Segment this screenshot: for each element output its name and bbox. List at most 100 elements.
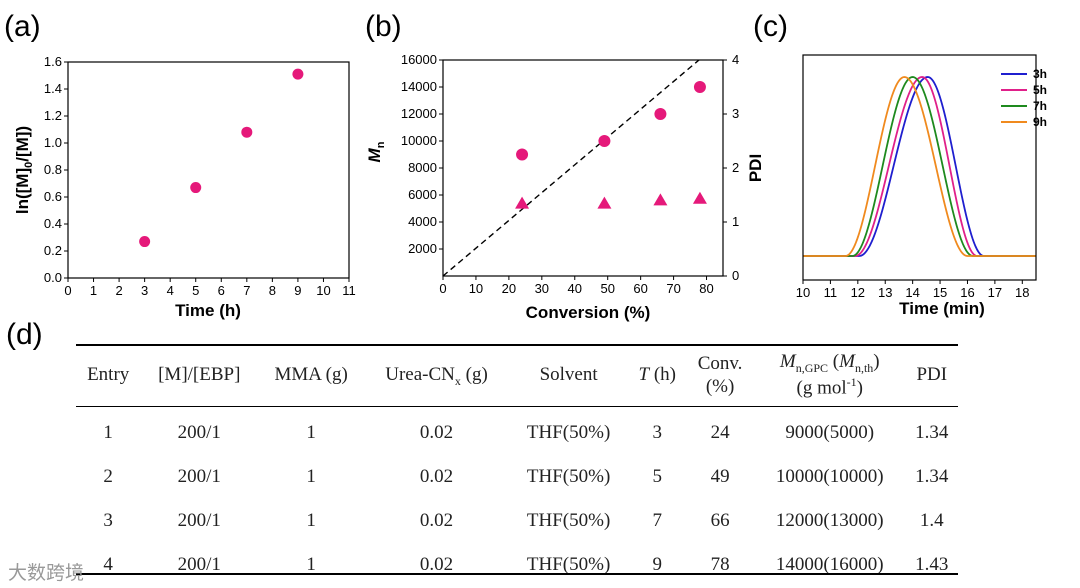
chart-c-frame [802, 54, 1037, 281]
panel-label-d: (d) [6, 318, 43, 351]
header-t: T (h) [628, 345, 687, 408]
chart-b-xtick-label: 30 [535, 281, 549, 296]
cell-solvent: THF(50%) [526, 466, 611, 488]
chart-a-ytick-label: 0.4 [44, 216, 62, 231]
panel-label-c: (c) [753, 10, 788, 43]
chart-b-xtick-label: 40 [568, 281, 582, 296]
results-table: Entry [M]/[EBP] MMA (g) Urea-CNx (g) Sol… [76, 345, 958, 587]
chart-c-xtick-label: 14 [905, 285, 919, 300]
chart-b-ytick-label: 14000 [401, 79, 437, 94]
chart-c: 10 11 12 13 14 15 16 17 18 3h 5h 7h 9h Time (min) [796, 54, 1047, 318]
cell-urea: 0.02 [419, 554, 454, 576]
chart-a-point [190, 182, 202, 194]
chart-b-xtick-label: 0 [439, 281, 446, 296]
chart-c-xtick-label: 13 [878, 285, 892, 300]
chart-c-xtick-label: 10 [796, 285, 810, 300]
chart-a-point [241, 126, 253, 138]
chart-a-xtick-label: 9 [294, 283, 301, 298]
chart-b-ytick-label: 6000 [408, 187, 437, 202]
chart-a-ytick-label: 1.6 [44, 54, 62, 69]
chart-a-frame [67, 61, 350, 279]
chart-b-pdi-point [515, 196, 530, 209]
chart-a-xtick-label: 8 [269, 283, 276, 298]
chart-b-y2tick-label: 0 [732, 268, 739, 283]
chart-a-ytick-label: 0.6 [44, 189, 62, 204]
chart-c-xtick-label: 12 [851, 285, 865, 300]
chart-b-y2tick-label: 2 [732, 160, 739, 175]
cell-t: 5 [652, 466, 662, 488]
chart-b-frame [442, 59, 724, 277]
chart-b-xtick-label: 20 [502, 281, 516, 296]
chart-c-xlabel: Time (min) [899, 299, 985, 318]
cell-solvent: THF(50%) [526, 510, 611, 532]
chart-b-ytick-label: 16000 [401, 52, 437, 67]
chart-b-xtick-label: 70 [666, 281, 680, 296]
cell-ratio: 200/1 [177, 466, 221, 488]
chart-b-theory-line [442, 59, 700, 277]
chart-a-xtick-label: 6 [218, 283, 225, 298]
chart-c-legend-label: 7h [1033, 99, 1047, 113]
chart-b-ytick-label: 8000 [408, 160, 437, 175]
chart-c-xtick-label: 11 [824, 285, 838, 300]
cell-ratio: 200/1 [177, 422, 221, 444]
chart-b-mn-point [516, 148, 529, 161]
panel-label-b: (b) [365, 10, 402, 43]
chart-a-ytick-label: 0.2 [44, 243, 62, 258]
chart-b-xtick-label: 50 [600, 281, 614, 296]
header-pdi: PDI [905, 345, 958, 408]
cell-mn: 9000(5000) [785, 422, 875, 444]
watermark: 大数跨境 [8, 562, 85, 584]
cell-entry: 1 [103, 422, 113, 444]
chart-b-xtick-label: 10 [469, 281, 483, 296]
chart-a-ytick-label: 0.0 [44, 270, 62, 285]
cell-ratio: 200/1 [177, 554, 221, 576]
cell-entry: 3 [103, 510, 113, 532]
chart-b-xtick-label: 60 [633, 281, 647, 296]
cell-pdi: 1.43 [915, 554, 949, 576]
chart-c-trace-9h [803, 76, 1036, 257]
chart-a-xlabel: Time (h) [175, 301, 241, 320]
header-mn: Mn,GPC (Mn,th) (g mol-1) [753, 345, 906, 408]
cell-pdi: 1.4 [919, 510, 944, 532]
chart-c-xtick-label: 16 [960, 285, 974, 300]
cell-mn: 10000(10000) [775, 466, 884, 488]
chart-b: 0 10 20 30 40 50 60 70 8020004000600080001000012… [365, 52, 765, 322]
cell-mn: 12000(13000) [775, 510, 884, 532]
cell-t: 9 [652, 554, 662, 576]
chart-a-xtick-label: 1 [90, 283, 97, 298]
chart-b-y2tick-label: 1 [732, 214, 739, 229]
cell-conv: 49 [710, 466, 730, 488]
chart-b-ytick-label: 10000 [401, 133, 437, 148]
chart-b-y2label: PDI [746, 154, 765, 182]
chart-a-point [292, 68, 304, 80]
chart-a-xtick-label: 0 [64, 283, 71, 298]
chart-a-xtick-label: 3 [141, 283, 148, 298]
chart-b-y2tick-label: 3 [732, 106, 739, 121]
chart-b-pdi-point [597, 196, 612, 209]
cell-mma: 1 [306, 554, 316, 576]
cell-urea: 0.02 [419, 466, 454, 488]
chart-b-xlabel: Conversion (%) [526, 303, 651, 322]
cell-entry: 2 [103, 466, 113, 488]
chart-a: 0 1 2 3 4 5 6 7 8 9 10 11 0.0 0.2 0.4 0.6 0.8 1.0 1.2 1.4 1.… [13, 54, 356, 320]
chart-a-xtick-label: 4 [167, 283, 174, 298]
chart-b-mn-point [598, 135, 611, 147]
table-row: 1 200/1 1 0.02 THF(50%) 3 24 9000(5000) 1.34 [76, 407, 958, 456]
cell-t: 3 [652, 422, 662, 444]
chart-a-xtick-label: 10 [316, 283, 330, 298]
cell-mma: 1 [306, 422, 316, 444]
chart-c-legend-label: 5h [1033, 83, 1047, 97]
chart-b-pdi-point [692, 191, 707, 204]
cell-solvent: THF(50%) [526, 422, 611, 444]
chart-b-ylabel: Mn [365, 141, 387, 162]
cell-mma: 1 [306, 510, 316, 532]
chart-c-legend: 3h 5h 7h 9h [1001, 67, 1047, 129]
chart-b-ytick-label: 4000 [408, 214, 437, 229]
chart-c-xtick-label: 17 [988, 285, 1002, 300]
table-row: 3 200/1 1 0.02 THF(50%) 7 66 12000(13000) 1.4 [76, 499, 958, 543]
chart-a-xtick-label: 7 [243, 283, 250, 298]
chart-a-point [139, 236, 151, 248]
chart-a-ytick-label: 1.4 [44, 81, 62, 96]
table-row: 2 200/1 1 0.02 THF(50%) 5 49 10000(10000) 1.34 [76, 455, 958, 499]
cell-solvent: THF(50%) [526, 554, 611, 576]
